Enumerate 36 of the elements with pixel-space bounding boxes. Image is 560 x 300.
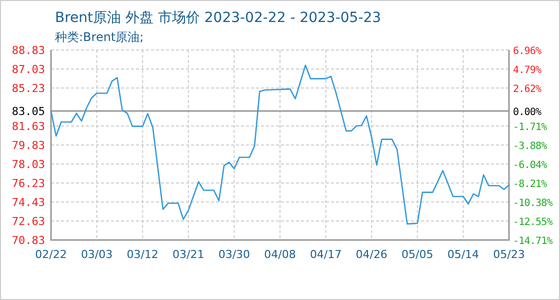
y2-tick-label: -6.04% <box>513 160 548 171</box>
y2-tick-label: -1.71% <box>513 122 548 134</box>
y2-tick-label: -14.71% <box>513 236 553 247</box>
y-tick-label: 83.05 <box>12 105 45 118</box>
y-tick-label: 87.03 <box>12 63 45 76</box>
x-tick-label: 05/05 <box>402 248 434 261</box>
x-tick-label: 04/26 <box>356 248 388 261</box>
x-tick-label: 03/30 <box>218 248 250 261</box>
y-tick-label: 81.63 <box>12 120 45 133</box>
y-tick-label: 78.03 <box>12 158 45 171</box>
x-tick-label: 05/23 <box>493 248 525 261</box>
y2-tick-label: 0.00% <box>513 107 542 118</box>
y-tick-label: 88.83 <box>12 44 45 57</box>
y2-tick-label: 6.96% <box>513 46 542 57</box>
y2-tick-label: -12.55% <box>513 217 553 228</box>
y2-tick-label: 4.79% <box>513 65 542 76</box>
x-tick-label: 03/12 <box>126 248 158 261</box>
y-tick-label: 70.83 <box>12 234 45 247</box>
y-tick-label: 76.23 <box>12 177 45 190</box>
y2-tick-label: 2.62% <box>513 84 542 96</box>
x-tick-label: 04/08 <box>264 248 296 261</box>
y2-tick-label: -8.21% <box>513 179 548 190</box>
x-tick-label: 05/14 <box>447 248 480 261</box>
line-series <box>50 64 510 225</box>
x-tick-label: 02/22 <box>35 248 67 261</box>
y2-tick-label: -3.88% <box>513 141 548 152</box>
x-tick-label: 03/03 <box>80 248 113 261</box>
y2-tick-label: -10.38% <box>513 198 553 210</box>
x-tick-label: 04/17 <box>310 248 342 261</box>
y-tick-label: 74.43 <box>12 196 45 209</box>
x-tick-label: 03/21 <box>172 248 204 261</box>
y-tick-label: 79.83 <box>12 139 45 152</box>
y-tick-label: 85.23 <box>12 82 45 95</box>
chart-subtitle: 种类:Brent原油; <box>55 30 144 44</box>
y-tick-label: 72.63 <box>12 215 45 228</box>
chart-title: Brent原油 外盘 市场价 2023-02-22 - 2023-05-23 <box>55 10 382 26</box>
